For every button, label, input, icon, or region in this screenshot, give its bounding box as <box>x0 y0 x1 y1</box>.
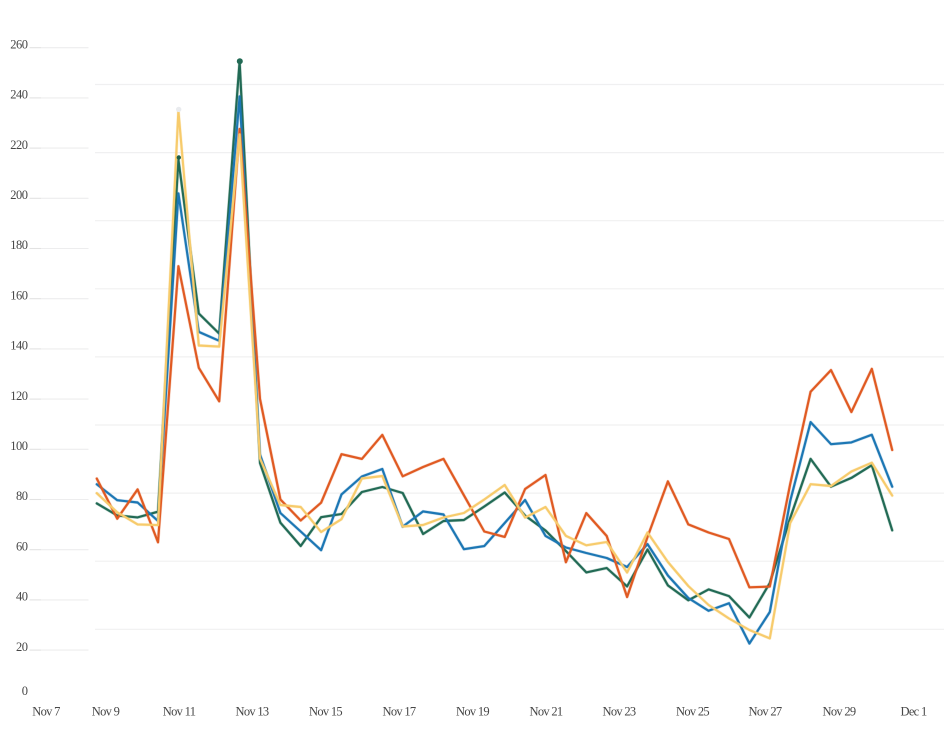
svg-text:60: 60 <box>16 539 28 553</box>
svg-text:Nov 29: Nov 29 <box>823 705 856 719</box>
svg-text:80: 80 <box>16 489 28 503</box>
svg-text:Nov 11: Nov 11 <box>163 705 196 719</box>
svg-text:240: 240 <box>10 88 28 102</box>
svg-text:Nov 17: Nov 17 <box>383 705 416 719</box>
svg-text:140: 140 <box>10 339 28 353</box>
svg-text:0: 0 <box>22 684 28 698</box>
svg-text:Nov 7: Nov 7 <box>32 705 60 719</box>
svg-text:Dec 1: Dec 1 <box>901 705 927 719</box>
svg-text:Nov 13: Nov 13 <box>236 705 269 719</box>
svg-text:40: 40 <box>16 590 28 604</box>
svg-text:20: 20 <box>16 640 28 654</box>
svg-text:Nov 27: Nov 27 <box>749 705 782 719</box>
svg-text:260: 260 <box>10 37 28 51</box>
svg-text:Nov 21: Nov 21 <box>530 705 563 719</box>
svg-text:200: 200 <box>10 188 28 202</box>
svg-text:220: 220 <box>10 138 28 152</box>
svg-text:180: 180 <box>10 238 28 252</box>
svg-text:Nov 23: Nov 23 <box>603 705 636 719</box>
svg-text:Nov 19: Nov 19 <box>456 705 489 719</box>
svg-text:160: 160 <box>10 288 28 302</box>
svg-text:120: 120 <box>10 389 28 403</box>
svg-text:Nov 25: Nov 25 <box>676 705 709 719</box>
svg-text:100: 100 <box>10 439 28 453</box>
svg-text:Nov 9: Nov 9 <box>92 705 120 719</box>
svg-text:Nov 15: Nov 15 <box>309 705 342 719</box>
